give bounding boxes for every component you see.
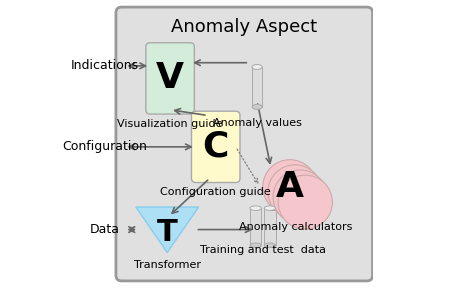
Ellipse shape (249, 206, 261, 211)
Circle shape (273, 170, 326, 224)
Circle shape (267, 165, 321, 219)
FancyBboxPatch shape (116, 7, 372, 281)
Text: Anomaly Aspect: Anomaly Aspect (171, 18, 317, 36)
Text: A: A (275, 170, 303, 204)
Text: Configuration guide: Configuration guide (160, 187, 270, 198)
Text: Transformer: Transformer (134, 260, 200, 270)
Ellipse shape (252, 65, 262, 69)
Text: C: C (202, 130, 229, 164)
Text: Training and test  data: Training and test data (199, 245, 325, 255)
Text: Anomaly values: Anomaly values (212, 118, 301, 128)
Text: Configuration: Configuration (62, 140, 146, 153)
Ellipse shape (263, 243, 275, 247)
Text: Anomaly calculators: Anomaly calculators (238, 222, 352, 232)
FancyBboxPatch shape (191, 111, 240, 183)
Bar (249, 208, 261, 245)
Circle shape (262, 160, 316, 214)
Circle shape (278, 175, 332, 229)
Text: T: T (157, 218, 177, 247)
Text: Indications: Indications (70, 59, 138, 72)
Bar (263, 208, 275, 245)
Text: Visualization guide: Visualization guide (117, 119, 222, 129)
Ellipse shape (263, 206, 275, 211)
Ellipse shape (252, 105, 262, 109)
Bar (252, 67, 262, 107)
FancyBboxPatch shape (146, 43, 194, 114)
Polygon shape (135, 207, 198, 253)
Ellipse shape (249, 243, 261, 247)
Text: V: V (156, 61, 184, 95)
Text: Data: Data (90, 223, 119, 236)
